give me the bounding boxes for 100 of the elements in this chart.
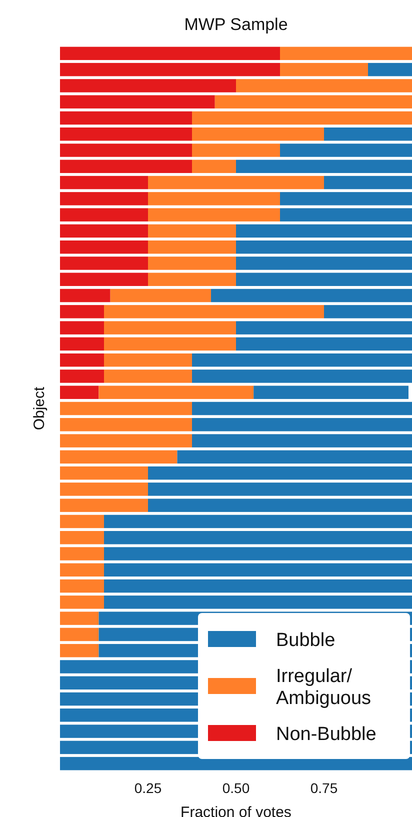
bar [60,547,104,560]
bar [60,256,148,270]
bar [324,305,412,318]
bar [60,644,99,658]
bar [60,337,104,351]
bar [60,450,178,464]
bar [148,240,236,254]
bar [148,466,412,480]
bar [236,79,412,92]
bar [192,111,412,125]
bar [60,579,104,593]
bar [254,386,408,399]
bar [148,192,280,206]
bar [148,498,412,512]
bar [60,498,148,512]
bar [60,305,104,318]
chart-title: MWP Sample [184,15,288,34]
bar [148,208,280,222]
bar [60,466,148,480]
legend-label: Irregular/Ambiguous [276,666,372,709]
bar [104,337,236,351]
x-tick-label: 0.75 [310,780,338,796]
bar [104,321,236,334]
bar [236,337,412,351]
x-tick-label: 0.25 [134,780,162,796]
bar [192,353,412,367]
bar [104,305,324,318]
x-tick-label: 0.50 [222,780,250,796]
bar [60,434,192,448]
bar [236,160,412,174]
bar [60,482,148,496]
bar [104,353,192,367]
y-axis-title: Object [31,386,48,430]
bar [110,288,212,302]
legend-label: Bubble [276,630,336,651]
bar [60,176,148,190]
bar [60,402,192,416]
bar [60,272,148,286]
bar [324,176,412,190]
bar [60,79,236,92]
bar [192,418,412,432]
bar [214,95,412,108]
bar [192,128,324,141]
bar [148,176,324,190]
bar [60,321,104,334]
bar [60,612,99,625]
bar [60,240,148,254]
bar [104,547,412,560]
bar [60,531,104,544]
bar [60,628,99,642]
bar [236,240,412,254]
bar [192,402,412,416]
bar [60,418,192,432]
bar [60,46,280,60]
x-axis-title: Fraction of votes [180,804,292,817]
bar [104,514,412,528]
legend-label: Non-Bubble [276,724,376,745]
bar [280,46,412,60]
bar [60,208,148,222]
bar [60,95,215,108]
bar [60,144,192,157]
bar [236,256,412,270]
bar [60,224,148,238]
bar [192,144,280,157]
bar [60,128,192,141]
bar [104,370,192,383]
bar [60,563,104,577]
bar [236,321,412,334]
bar [148,256,236,270]
bar [192,370,412,383]
bar [280,62,368,76]
bar [192,434,412,448]
bar [236,272,412,286]
bar [60,62,280,76]
bar [98,386,254,399]
bar [104,531,412,544]
bar [280,208,412,222]
bar [60,192,148,206]
bar [211,288,412,302]
bar [236,224,412,238]
bar [60,370,104,383]
bar [60,111,192,125]
bar [148,482,412,496]
bar [60,386,99,399]
bar [60,288,110,302]
bar [280,192,412,206]
bar [104,579,412,593]
bar [60,160,192,174]
bar [324,128,412,141]
bar [368,62,412,76]
bar [192,160,236,174]
bar [148,224,236,238]
bar [177,450,412,464]
bar [104,563,412,577]
bar [280,144,412,157]
bar [60,514,104,528]
bar [104,596,412,609]
bar [148,272,236,286]
bar [60,353,104,367]
bar [60,596,104,609]
